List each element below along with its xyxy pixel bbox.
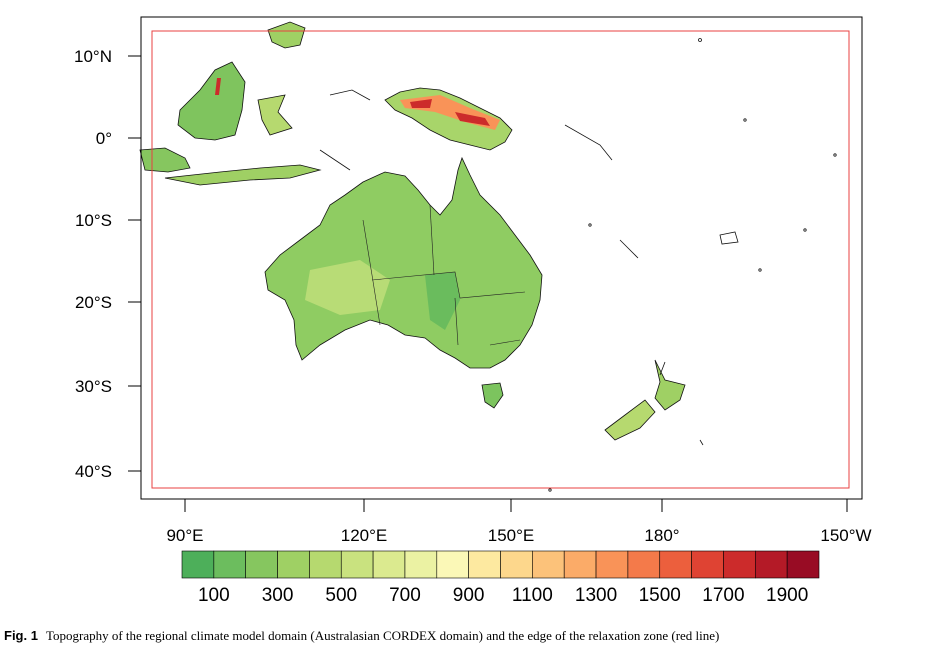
- colorbar-swatch: [277, 550, 310, 579]
- figure-label: Fig. 1: [4, 628, 38, 643]
- figure-caption: Fig. 1 Topography of the regional climate…: [4, 628, 944, 644]
- lon-label-150w: 150°W: [820, 526, 871, 545]
- colorbar-swatch: [786, 550, 820, 579]
- colorbar-swatch: [754, 550, 788, 579]
- colorbar-swatch: [563, 550, 597, 579]
- lat-label-20s: 20°S: [75, 293, 112, 312]
- colorbar-swatch: [404, 550, 438, 579]
- lon-label-120e: 120°E: [341, 526, 388, 545]
- new-guinea-highlands-red: [410, 99, 490, 126]
- australia-landmass: [264, 156, 543, 369]
- colorbar-tick-label: 1900: [766, 585, 808, 606]
- plot-frame: [140, 16, 863, 500]
- small-islands: [319, 38, 837, 492]
- colorbar-tick-label: 900: [453, 585, 485, 606]
- new-zealand-south-island: [604, 399, 656, 441]
- new-zealand-north-island: [654, 359, 686, 411]
- land-masses: [139, 21, 686, 441]
- lat-label-10s: 10°S: [75, 211, 112, 230]
- colorbar-tick-label: 100: [198, 585, 230, 606]
- colorbar-swatch: [213, 550, 247, 579]
- lon-label-90e: 90°E: [166, 526, 203, 545]
- colorbar-tick-label: 500: [325, 585, 357, 606]
- colorbar-swatch: [627, 550, 661, 579]
- java-landmass: [164, 164, 322, 186]
- lat-label-10n: 10°N: [74, 47, 112, 66]
- colorbar-swatch: [309, 550, 342, 579]
- colorbar-swatch: [595, 550, 629, 579]
- lon-label-180: 180°: [644, 526, 679, 545]
- colorbar-tick-label: 700: [389, 585, 421, 606]
- colorbar-swatch: [659, 550, 692, 579]
- colorbar-swatch: [372, 550, 406, 579]
- colorbar-swatch: [500, 550, 533, 579]
- lon-label-150e: 150°E: [488, 526, 535, 545]
- colorbar-swatch: [245, 550, 278, 579]
- borneo-peak: [215, 78, 221, 95]
- borneo-landmass: [177, 61, 246, 141]
- latitude-axis: 10°N 0° 10°S 20°S 30°S 40°S: [74, 47, 141, 481]
- state-borders: [362, 204, 526, 346]
- relaxation-zone-boundary: [151, 30, 850, 489]
- colorbar-swatch: [181, 550, 215, 579]
- longitude-axis: 90°E 120°E 150°E 180° 150°W: [166, 499, 872, 545]
- australia-interior-shading: [305, 260, 390, 315]
- colorbar-tick-labels: 100 300 500 700 900 1100 1300 1500 1700 1900: [198, 585, 808, 606]
- philippines-landmass: [267, 21, 306, 49]
- tasmania-landmass: [481, 382, 504, 409]
- colorbar-swatch: [468, 550, 501, 579]
- colorbar-swatch: [532, 550, 565, 579]
- colorbar-tick-label: 1100: [512, 585, 553, 606]
- colorbar-tick-label: 300: [262, 585, 294, 606]
- sulawesi-landmass: [257, 94, 293, 136]
- lat-label-0: 0°: [96, 129, 112, 148]
- australia-lowland-shading: [425, 272, 460, 330]
- colorbar-swatch: [340, 550, 374, 579]
- colorbar-tick-label: 1700: [702, 585, 744, 606]
- sumatra-landmass: [139, 147, 191, 173]
- colorbar-swatch: [723, 550, 756, 579]
- elevation-colorbar: [181, 550, 820, 579]
- lat-label-30s: 30°S: [75, 377, 112, 396]
- highland-shading: [215, 78, 500, 330]
- colorbar-tick-label: 1500: [639, 585, 681, 606]
- colorbar-swatch: [436, 550, 469, 579]
- figure-caption-text: Topography of the regional climate model…: [45, 628, 720, 643]
- colorbar-swatch: [691, 550, 724, 579]
- lat-label-40s: 40°S: [75, 462, 112, 481]
- colorbar-tick-label: 1300: [575, 585, 617, 606]
